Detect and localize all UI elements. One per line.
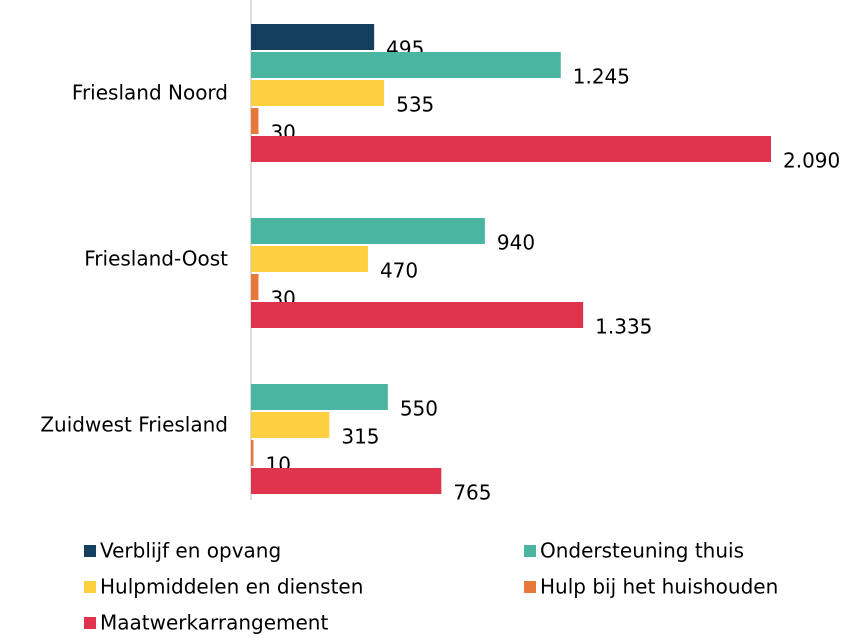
- value-label: 2.090: [783, 149, 840, 173]
- bar: [251, 136, 771, 162]
- bar: [251, 246, 368, 272]
- value-label: 940: [497, 231, 535, 255]
- legend-label: Verblijf en opvang: [100, 539, 281, 563]
- legend-label: Hulp bij het huishouden: [540, 575, 778, 599]
- legend-label: Maatwerkarrangement: [100, 611, 328, 635]
- bar: [251, 218, 485, 244]
- legend-swatch: [84, 581, 96, 593]
- legend-label: Hulpmiddelen en diensten: [100, 575, 363, 599]
- category-label: Friesland-Oost: [84, 247, 228, 271]
- category-label: Zuidwest Friesland: [40, 413, 228, 437]
- bar: [251, 24, 375, 50]
- bar: [251, 468, 442, 494]
- bar: [251, 302, 584, 328]
- legend-swatch: [84, 617, 96, 629]
- legend-swatch: [524, 581, 536, 593]
- legend-swatch: [524, 545, 536, 557]
- bar: [251, 274, 259, 300]
- bar: [251, 80, 385, 106]
- value-label: 765: [453, 481, 491, 505]
- value-label: 1.245: [573, 65, 630, 89]
- bar: [251, 440, 254, 466]
- value-label: 315: [341, 425, 379, 449]
- value-label: 1.335: [595, 315, 652, 339]
- bar: [251, 108, 259, 134]
- value-label: 470: [380, 259, 418, 283]
- legend-label: Ondersteuning thuis: [540, 539, 744, 563]
- bar: [251, 412, 330, 438]
- legend-swatch: [84, 545, 96, 557]
- value-label: 550: [400, 397, 438, 421]
- value-label: 535: [396, 93, 434, 117]
- bar: [251, 52, 561, 78]
- category-label: Friesland Noord: [72, 81, 228, 105]
- bar: [251, 384, 388, 410]
